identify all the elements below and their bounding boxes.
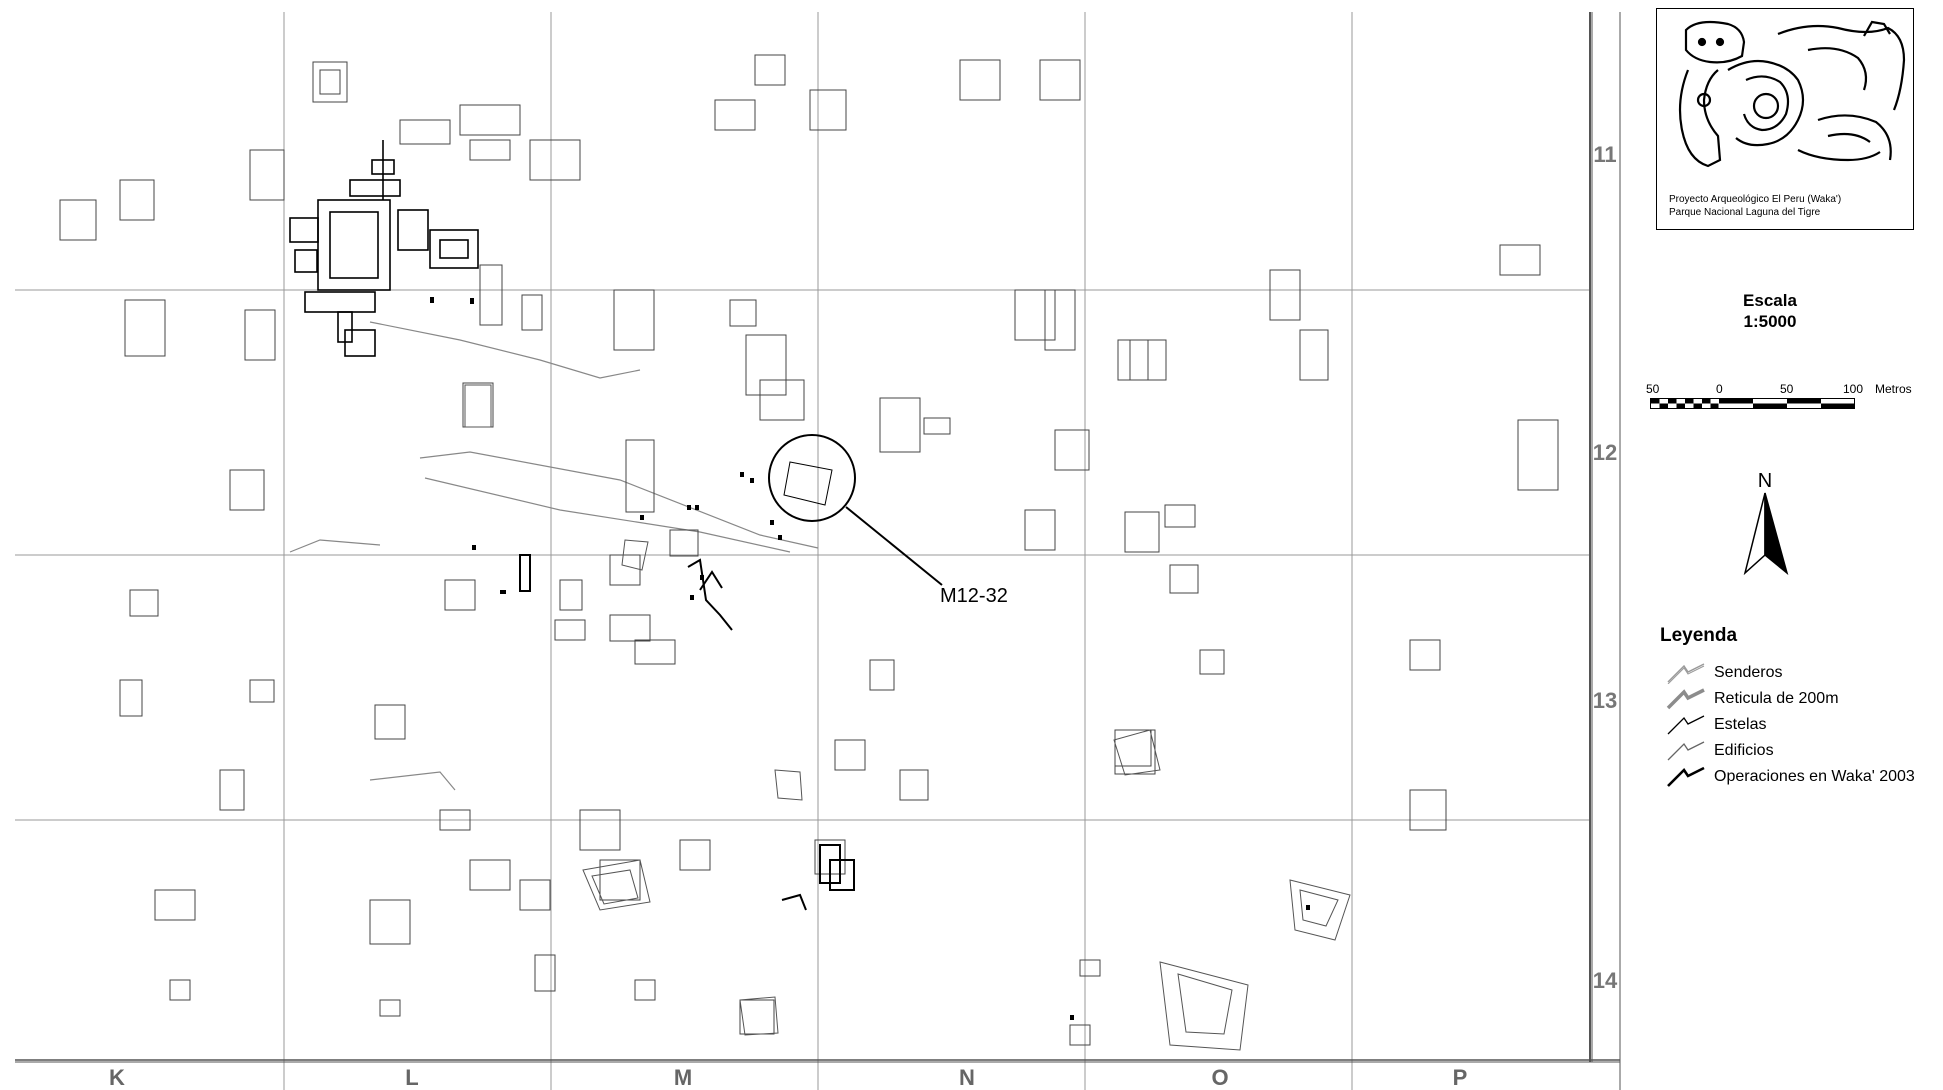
buildings [59, 54, 1559, 1046]
legend-item-reticula: Reticula de 200m [1664, 686, 1839, 712]
col-label-o: O [1211, 1065, 1228, 1090]
legend-label-senderos: Senderos [1714, 664, 1783, 681]
building-icon [1667, 741, 1705, 761]
row-label-14: 14 [1593, 968, 1618, 993]
legend-label-edificios: Edificios [1714, 742, 1774, 759]
scale-title-line1: Escala [1743, 291, 1797, 310]
pyramids [464, 384, 1351, 1051]
stelae [430, 297, 1310, 1020]
operations-2003 [519, 554, 855, 911]
legend-item-estelas: Estelas [1664, 712, 1766, 738]
north-label: N [1758, 470, 1772, 492]
scale-tick-50-right: 50 [1780, 382, 1794, 396]
scale-unit: Metros [1875, 382, 1912, 396]
scale-ratio: 1:5000 [1743, 312, 1797, 331]
main-acropolis [289, 140, 479, 357]
project-logo-box: Proyecto Arqueológico El Peru (Waka') Pa… [1656, 8, 1914, 230]
col-label-k: K [109, 1065, 125, 1090]
legend-item-edificios: Edificios [1664, 738, 1774, 764]
col-label-m: M [674, 1065, 692, 1090]
column-labels: K L M N O P [109, 1065, 1467, 1090]
row-label-13: 13 [1593, 688, 1617, 713]
col-label-p: P [1453, 1065, 1468, 1090]
legend-label-reticula: Reticula de 200m [1714, 690, 1839, 707]
row-labels: 11 12 13 14 [1593, 142, 1618, 993]
callout-label: M12-32 [940, 585, 1008, 607]
scale-tick-50-left: 50 [1646, 382, 1660, 396]
stela-icon [1667, 715, 1705, 735]
trails [289, 321, 819, 791]
grid-line-icon [1666, 688, 1705, 710]
scale-tick-100: 100 [1843, 382, 1864, 396]
operations-icon [1667, 766, 1705, 787]
col-label-l: L [405, 1065, 418, 1090]
callout-m12-32: M12-32 [768, 434, 1008, 607]
col-label-n: N [959, 1065, 975, 1090]
scale-tick-0: 0 [1716, 382, 1723, 396]
legend-item-senderos: Senderos [1664, 660, 1783, 686]
row-label-12: 12 [1593, 440, 1617, 465]
scale-bar [1650, 398, 1855, 409]
north-arrow-icon: N [1743, 470, 1789, 575]
map-frame [15, 12, 1621, 1090]
logo-caption-line2: Parque Nacional Laguna del Tigre [1669, 207, 1821, 218]
legend-title: Leyenda [1660, 625, 1738, 646]
path-trail-icon [1667, 663, 1705, 684]
logo-caption-line1: Proyecto Arqueológico El Peru (Waka') [1669, 194, 1842, 205]
row-label-11: 11 [1593, 142, 1616, 167]
legend-item-operaciones: Operaciones en Waka' 2003 [1664, 764, 1915, 790]
logo-caption: Proyecto Arqueológico El Peru (Waka') Pa… [1669, 193, 1841, 219]
grid-lines [15, 12, 1590, 1090]
maya-glyph-logo [1678, 20, 1906, 168]
scale-title: Escala 1:5000 [1700, 290, 1840, 332]
legend-label-operaciones: Operaciones en Waka' 2003 [1714, 768, 1915, 785]
legend-label-estelas: Estelas [1714, 716, 1767, 733]
